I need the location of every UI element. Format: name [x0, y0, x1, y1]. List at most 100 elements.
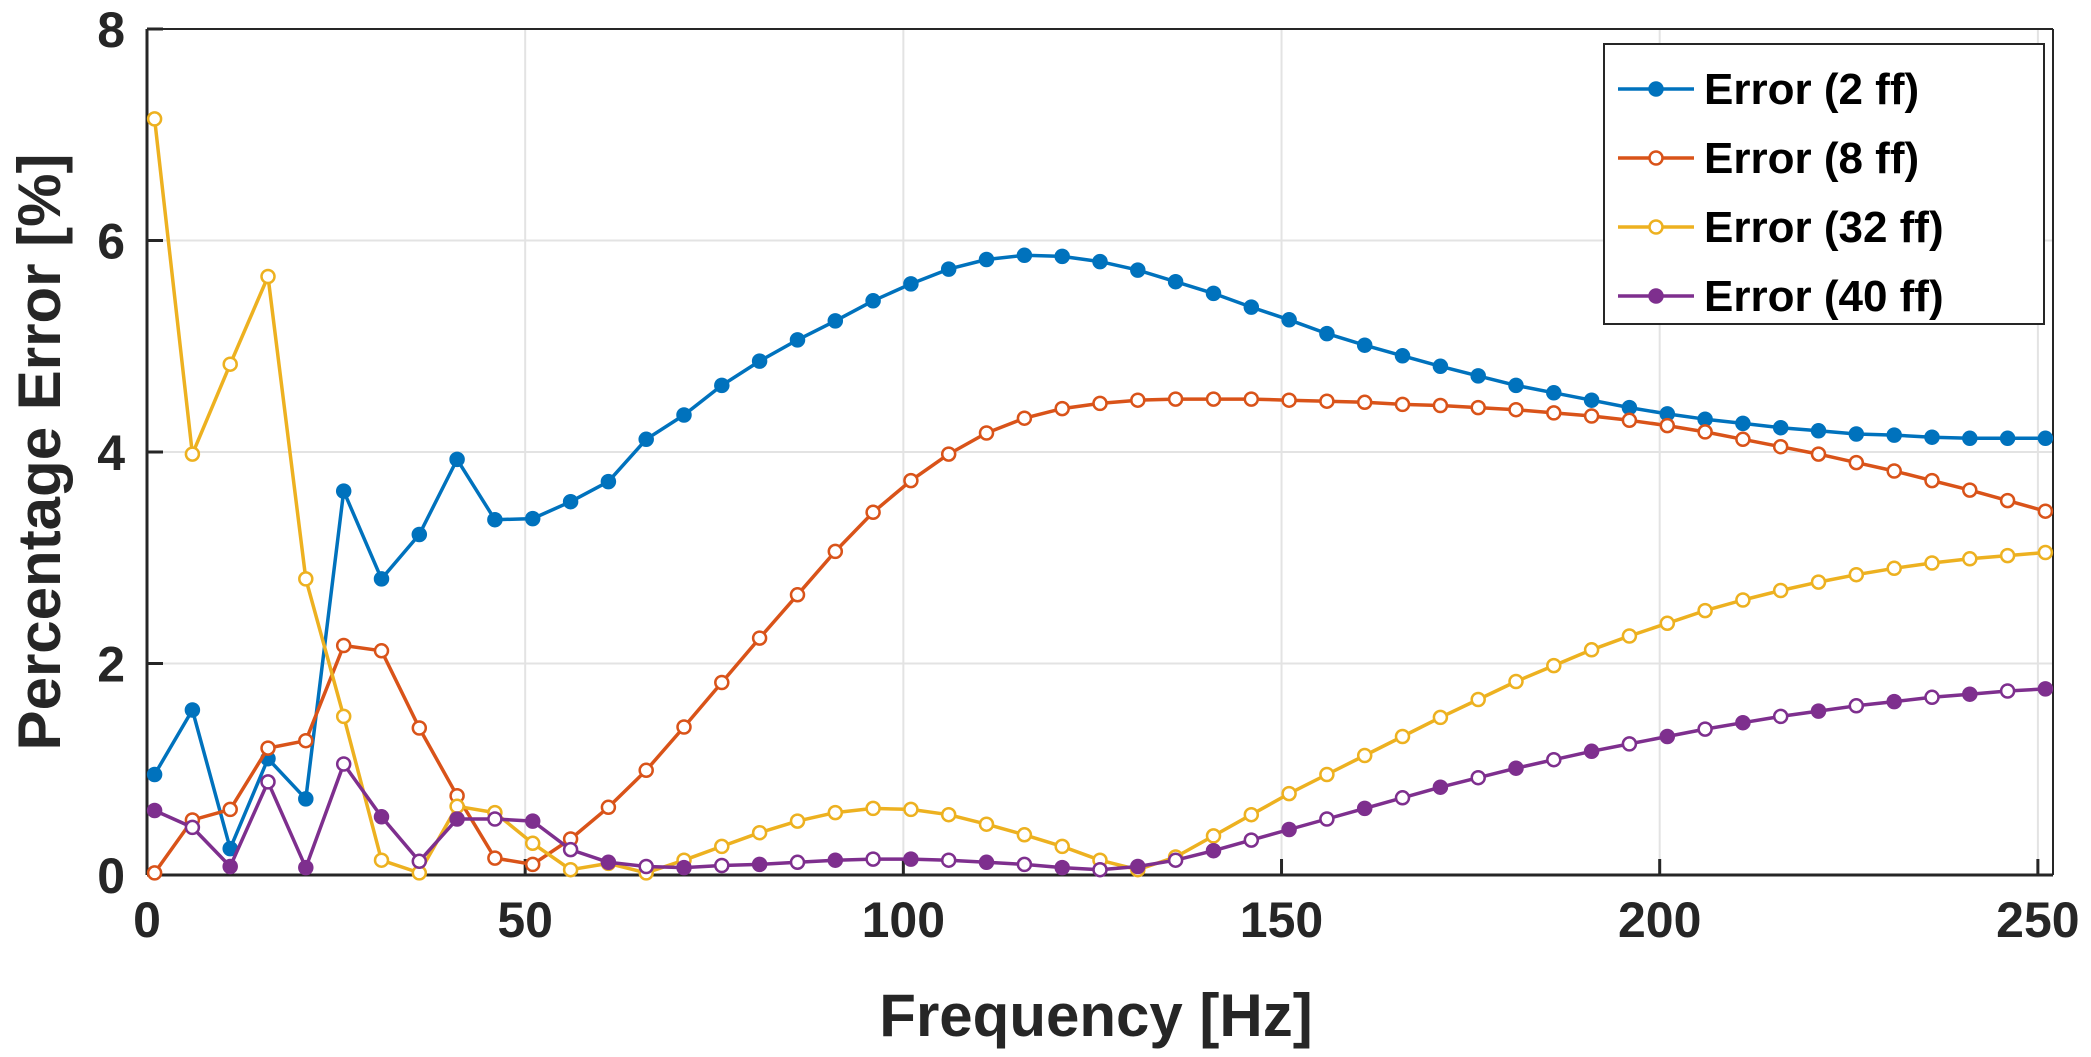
series-2-point-36	[1508, 673, 1524, 690]
series-3-point-38	[1583, 743, 1600, 760]
series-0-point-27	[1167, 273, 1184, 290]
series-3-point-25	[1092, 861, 1108, 878]
series-0-point-22	[978, 251, 995, 268]
series-2-point-45	[1848, 566, 1865, 583]
series-2-point-30	[1281, 785, 1297, 802]
series-1-point-41	[1697, 424, 1713, 440]
series-0-point-29	[1243, 299, 1260, 315]
series-0-point-4	[298, 791, 314, 807]
series-0-point-34	[1432, 358, 1449, 375]
series-1-point-17	[789, 587, 806, 603]
series-0-point-10	[524, 510, 541, 527]
series-0-point-32	[1356, 337, 1373, 353]
series-0-point-46	[1886, 427, 1902, 443]
series-2-point-23	[1016, 827, 1033, 843]
x-tick-label-2: 100	[862, 892, 945, 948]
series-2-point-16	[751, 824, 768, 841]
series-2-point-32	[1356, 747, 1373, 764]
series-3-point-19	[865, 851, 881, 867]
series-3-point-8	[449, 811, 465, 827]
series-0-point-12	[600, 473, 617, 490]
series-2-point-19	[865, 800, 881, 817]
series-1	[146, 391, 2054, 881]
series-2-point-33	[1394, 728, 1411, 745]
series-3-point-26	[1130, 858, 1146, 875]
series-2-point-40	[1659, 615, 1676, 632]
series-1-point-10	[524, 856, 541, 873]
legend-label-1: Error (8 ff)	[1704, 134, 1919, 183]
series-0-point-11	[562, 493, 579, 510]
series-1-point-48	[1962, 482, 1978, 498]
series-3-point-22	[978, 854, 995, 871]
series-2-point-42	[1735, 592, 1751, 608]
y-tick-label-0: 0	[97, 848, 125, 904]
series-1-point-2	[222, 801, 238, 818]
series-3-point-34	[1432, 779, 1449, 795]
series-1-point-29	[1243, 391, 1260, 407]
series-2-point-34	[1432, 709, 1449, 726]
series-3-point-44	[1810, 703, 1827, 719]
series-2-point-49	[1999, 547, 2016, 564]
series-1-point-28	[1205, 391, 1222, 407]
series-2-point-24	[1054, 838, 1070, 855]
x-axis-title: Frequency [Hz]	[879, 982, 1312, 1049]
series-2-point-28	[1205, 828, 1222, 844]
series-2-point-0	[146, 111, 163, 127]
legend-swatch-marker-3	[1648, 288, 1664, 304]
series-1-point-12	[600, 799, 617, 816]
series-2-point-41	[1697, 602, 1713, 619]
series-1-point-40	[1659, 417, 1676, 434]
series-0-point-50	[2037, 430, 2054, 447]
series-3	[146, 681, 2054, 878]
legend: Error (2 ff) Error (8 ff) Error (32 ff) Err…	[1603, 43, 2045, 325]
series-1-point-39	[1621, 412, 1638, 429]
series-0-point-17	[789, 332, 806, 348]
series-3-point-24	[1054, 859, 1070, 876]
series-3-point-3	[260, 774, 276, 790]
series-2-point-43	[1772, 582, 1789, 599]
series-0-point-23	[1016, 247, 1033, 264]
series-0-point-31	[1319, 325, 1335, 342]
series-2-point-10	[524, 835, 541, 852]
series-3-point-4	[298, 859, 314, 876]
series-3-point-28	[1205, 842, 1222, 859]
series-0-point-39	[1621, 399, 1638, 416]
series-0-point-38	[1583, 392, 1600, 408]
series-1-point-19	[865, 504, 881, 521]
legend-label-0: Error (2 ff)	[1704, 65, 1919, 114]
series-0-point-14	[676, 407, 692, 423]
series-3-point-30	[1281, 821, 1297, 838]
series-2-point-37	[1546, 657, 1562, 674]
series-0-point-19	[865, 293, 881, 309]
series-0-point-13	[638, 431, 654, 448]
series-3-point-10	[524, 813, 541, 829]
series-2-point-38	[1583, 642, 1600, 658]
series-0-point-37	[1546, 385, 1562, 401]
series-1-point-37	[1546, 405, 1562, 421]
series-3-point-20	[903, 851, 919, 867]
series-2-point-4	[298, 571, 314, 587]
series-0-point-25	[1092, 253, 1108, 270]
series-3-point-40	[1659, 728, 1676, 745]
series-1-point-33	[1394, 396, 1411, 413]
series-0-point-1	[184, 702, 201, 718]
series-3-point-2	[222, 858, 238, 875]
series-1-point-9	[487, 850, 503, 866]
series-1-point-15	[714, 674, 730, 691]
series-3-point-21	[940, 852, 957, 868]
series-2-point-3	[260, 268, 276, 285]
series-3-point-18	[827, 852, 844, 868]
legend-label-2: Error (32 ff)	[1704, 203, 1944, 252]
series-1-point-49	[1999, 492, 2016, 509]
series-1-point-25	[1092, 395, 1108, 412]
series-1-point-35	[1470, 399, 1486, 416]
series-1-point-42	[1735, 431, 1751, 448]
series-1-point-23	[1016, 410, 1033, 426]
series-1-point-6	[373, 643, 390, 659]
series-2-point-8	[449, 798, 465, 815]
series-3-point-9	[487, 811, 503, 827]
series-1-point-20	[903, 472, 919, 489]
series-2-point-50	[2037, 544, 2054, 561]
series-2-point-21	[940, 806, 957, 823]
